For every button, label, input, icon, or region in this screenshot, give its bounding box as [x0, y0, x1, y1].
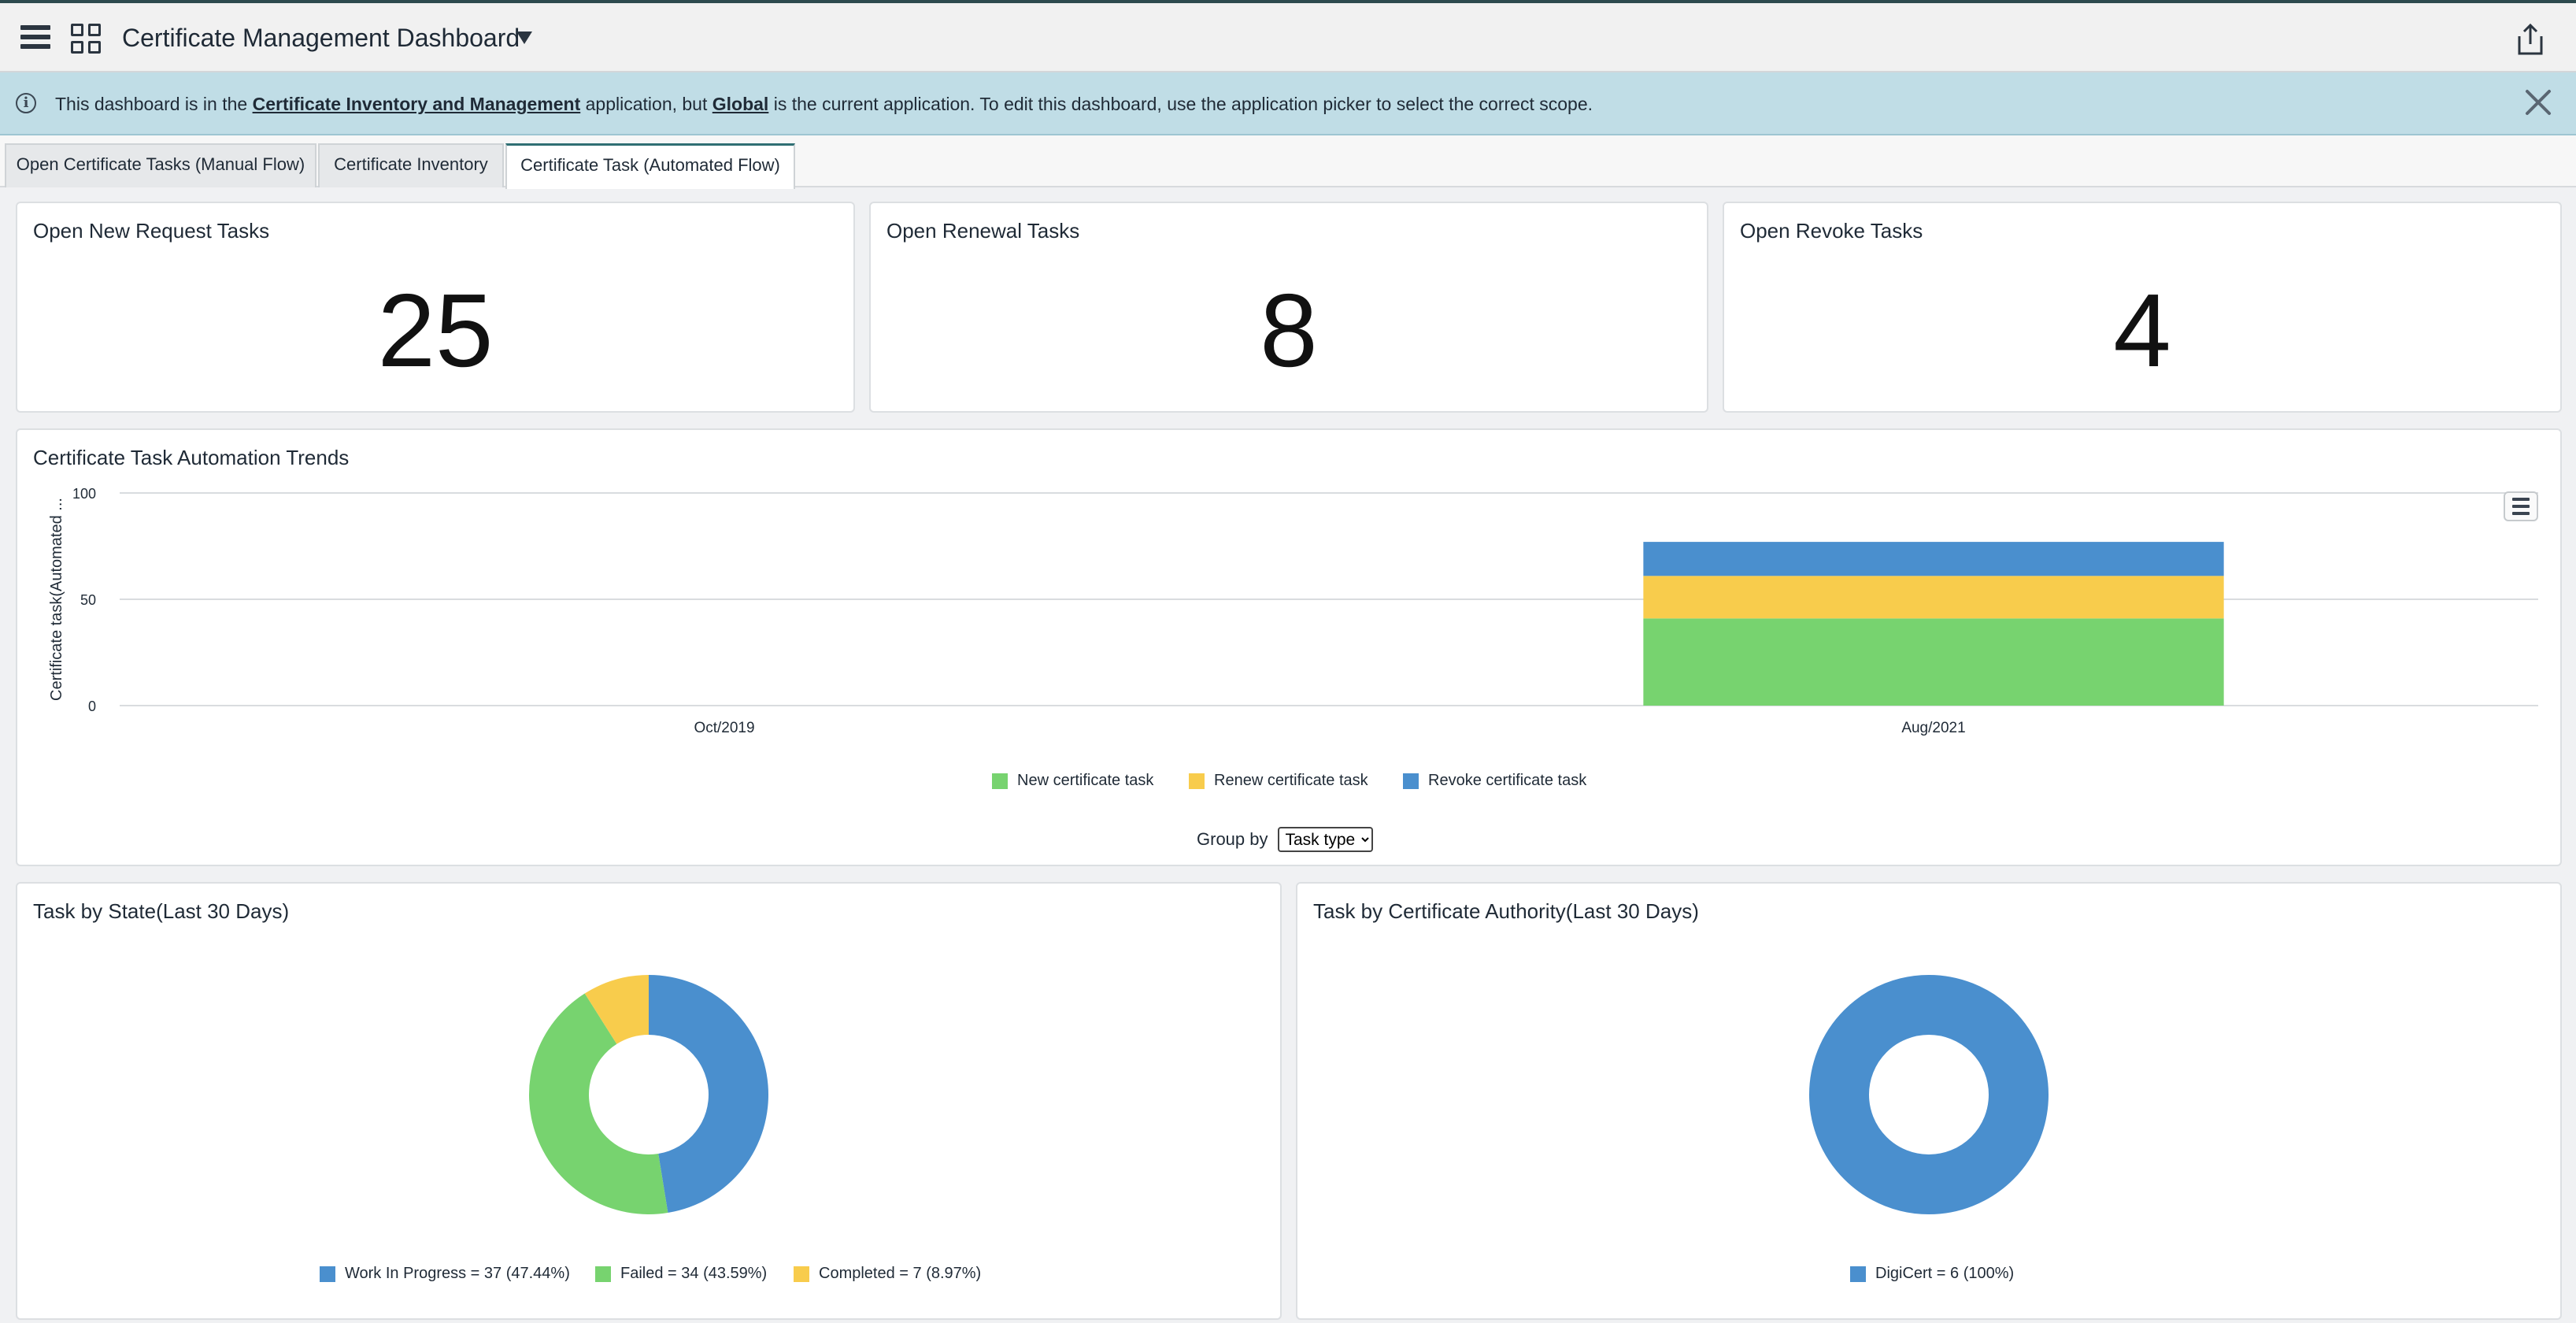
app-header: Certificate Management Dashboard [0, 0, 2576, 72]
scope-app-link[interactable]: Certificate Inventory and Management [252, 94, 581, 114]
banner-text-2: application, but [580, 94, 712, 114]
kpi-value[interactable]: 25 [377, 272, 494, 388]
group-by-select[interactable]: Task type [1277, 827, 1373, 852]
kpi-title: Open Renewal Tasks [886, 219, 1080, 243]
chart-options-menu-icon[interactable] [2504, 491, 2538, 521]
legend-swatch [320, 1266, 335, 1282]
x-tick-label: Oct/2019 [694, 720, 754, 736]
tab-certificate-task-automated[interactable]: Certificate Task (Automated Flow) [505, 143, 795, 189]
y-tick-label: 0 [88, 699, 96, 714]
bar-segment [1643, 618, 2224, 706]
banner-text-3: is the current application. To edit this… [768, 94, 1593, 114]
menu-icon[interactable] [20, 25, 50, 49]
kpi-title: Open New Request Tasks [33, 219, 270, 243]
x-tick-label: Aug/2021 [1901, 720, 1965, 736]
scope-info-banner: i This dashboard is in the Certificate I… [0, 72, 2576, 135]
donut-slice [584, 975, 649, 1044]
kpi-value[interactable]: 8 [1260, 272, 1318, 388]
legend-swatch [595, 1266, 611, 1282]
share-icon[interactable] [2516, 22, 2545, 57]
legend-item-failed[interactable]: Failed = 34 (43.59%) [595, 1265, 767, 1283]
legend-item-revoke[interactable]: Revoke certificate task [1403, 772, 1586, 790]
kpi-card-renewal[interactable]: Open Renewal Tasks 8 [869, 202, 1708, 413]
legend-label: Work In Progress = 37 (47.44%) [345, 1265, 570, 1282]
automation-trends-bar-chart: 0 50 100 Certificate task(Automated ... Oct/… [48, 486, 2538, 736]
dashboard-tabs: Open Certificate Tasks (Manual Flow) Cer… [0, 135, 2576, 189]
task-by-authority-donut [1809, 975, 2049, 1214]
legend-label: Revoke certificate task [1428, 772, 1587, 789]
donut-slice [649, 975, 768, 1214]
legend-swatch [992, 773, 1008, 789]
legend-item-work-in-progress[interactable]: Work In Progress = 37 (47.44%) [320, 1265, 570, 1283]
banner-message: This dashboard is in the Certificate Inv… [55, 94, 1593, 115]
y-tick-label: 50 [80, 592, 96, 608]
legend-label: DigiCert = 6 (100%) [1875, 1265, 2015, 1282]
chart-title: Task by Certificate Authority(Last 30 Da… [1313, 899, 1699, 923]
task-by-state-card: Task by State(Last 30 Days) [16, 882, 1282, 1320]
y-tick-label: 100 [72, 486, 96, 502]
legend-swatch [1403, 773, 1419, 789]
task-by-authority-card: Task by Certificate Authority(Last 30 Da… [1296, 882, 2562, 1320]
legend-item-renew[interactable]: Renew certificate task [1189, 772, 1368, 790]
global-app-link[interactable]: Global [712, 94, 769, 114]
group-by-control: Group by Task type [1197, 827, 1373, 852]
chart-title: Certificate Task Automation Trends [33, 446, 350, 469]
legend-swatch [1189, 773, 1205, 789]
banner-text-1: This dashboard is in the [55, 94, 253, 114]
y-axis-label: Certificate task(Automated ... [48, 498, 65, 701]
legend-label: Failed = 34 (43.59%) [620, 1265, 768, 1282]
grid-view-icon[interactable] [71, 24, 101, 54]
chart-title: Task by State(Last 30 Days) [33, 899, 290, 923]
legend-item-new[interactable]: New certificate task [992, 772, 1153, 790]
dashboard-title: Certificate Management Dashboard [122, 24, 520, 52]
tab-certificate-inventory[interactable]: Certificate Inventory [318, 143, 504, 187]
legend-label: Completed = 7 (8.97%) [819, 1265, 982, 1282]
donut-slice [1809, 975, 2049, 1214]
bar-segment [1643, 542, 2224, 576]
legend-swatch [794, 1266, 809, 1282]
bar-segment [1643, 576, 2224, 619]
kpi-card-revoke[interactable]: Open Revoke Tasks 4 [1723, 202, 2562, 413]
close-banner-icon[interactable] [2522, 87, 2554, 118]
task-by-state-donut [528, 975, 768, 1214]
legend-label: Renew certificate task [1214, 772, 1368, 789]
info-icon: i [16, 93, 36, 113]
dashboard-picker-caret-icon[interactable] [516, 32, 532, 44]
kpi-value[interactable]: 4 [2113, 272, 2171, 388]
legend-item-completed[interactable]: Completed = 7 (8.97%) [794, 1265, 981, 1283]
donut-slice [528, 993, 668, 1214]
kpi-card-new-request[interactable]: Open New Request Tasks 25 [16, 202, 855, 413]
legend-swatch [1850, 1266, 1866, 1282]
legend-label: New certificate task [1017, 772, 1154, 789]
legend-item-digicert[interactable]: DigiCert = 6 (100%) [1850, 1265, 2014, 1283]
tab-open-certificate-tasks[interactable]: Open Certificate Tasks (Manual Flow) [5, 143, 316, 187]
kpi-title: Open Revoke Tasks [1740, 219, 1923, 243]
group-by-label: Group by [1197, 829, 1268, 849]
